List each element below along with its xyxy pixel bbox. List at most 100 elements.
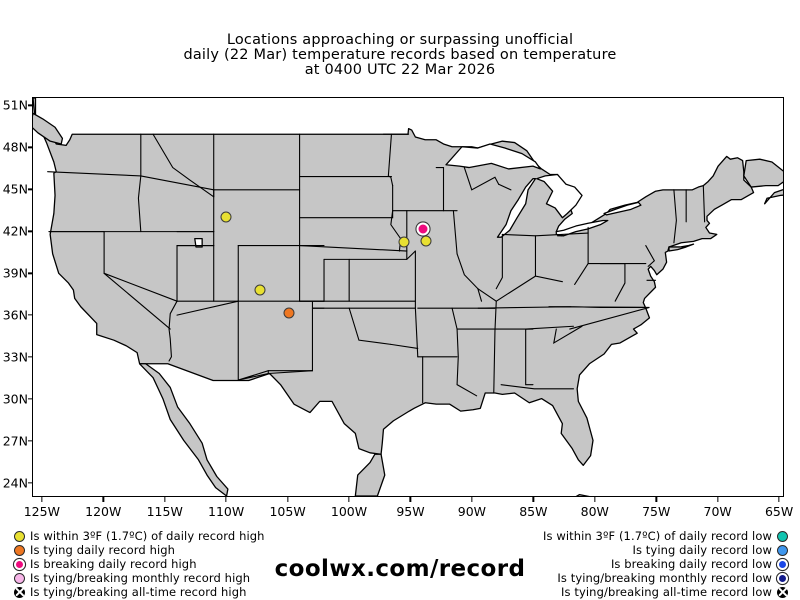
lat-tick [28, 188, 33, 190]
legend-alltime-high-swatch-icon [14, 586, 25, 598]
legend-monthly-high-label: Is tying/breaking monthly record high [30, 571, 251, 585]
legend-monthly-low: Is tying/breaking monthly record low [458, 571, 788, 585]
lat-label-45N: 45N [2, 181, 28, 197]
legend-breaking-daily-low-label: Is breaking daily record low [610, 557, 772, 571]
state-border-62 [501, 232, 589, 237]
landmass-7 [668, 243, 695, 252]
legend-within-3f-high-swatch-icon [14, 530, 25, 542]
lake-2 [536, 173, 583, 219]
landmass-1 [33, 112, 64, 145]
legend-breaking-daily-low: Is breaking daily record low [458, 557, 788, 571]
landmass-3 [354, 453, 386, 496]
watermark: coolwx.com/record [274, 556, 526, 582]
legend-within-3f-low: Is within 3ºF (1.7ºC) of daily record lo… [458, 529, 788, 543]
lat-tick [28, 272, 33, 274]
station-iowa-magenta[interactable] [416, 222, 430, 236]
lake-1 [496, 178, 537, 238]
lon-tick [778, 497, 780, 502]
lake-0 [445, 143, 541, 170]
legend-tying-daily-low-label: Is tying daily record low [632, 543, 772, 557]
lon-label-80W: 80W [580, 504, 609, 519]
lat-tick [28, 398, 33, 400]
state-border-21 [323, 250, 416, 260]
legend-monthly-low-label: Is tying/breaking monthly record low [557, 571, 772, 585]
state-border-46 [477, 275, 563, 302]
lon-tick [286, 497, 289, 502]
state-border-75 [390, 343, 419, 349]
lon-label-105W: 105W [269, 504, 306, 519]
state-border-52 [176, 300, 239, 316]
lat-tick [28, 230, 33, 232]
state-border-43 [500, 384, 575, 390]
title-line-3: at 0400 UTC 22 Mar 2026 [304, 62, 496, 78]
latitude-axis: 51N 48N 45N 42N 39N 36N 33N 30N 27N 24N [0, 97, 33, 497]
legend-within-3f-low-swatch-icon [777, 530, 788, 542]
station-newmexico-orange[interactable] [283, 307, 295, 319]
lon-tick [716, 497, 719, 502]
lat-tick [28, 356, 33, 358]
state-border-29 [495, 233, 503, 290]
state-border-74 [348, 307, 392, 345]
legend-monthly-low-swatch-icon [777, 572, 788, 584]
lat-label-33N: 33N [2, 349, 28, 365]
station-iowa-yellow[interactable] [420, 235, 432, 247]
lon-label-120W: 120W [85, 504, 122, 519]
station-utah-yellow[interactable] [254, 284, 266, 296]
legend-alltime-low: Is tying/breaking all-time record low [458, 585, 788, 599]
legend-breaking-daily-high-swatch-icon [14, 558, 25, 570]
lon-tick [655, 497, 657, 502]
state-border-20 [299, 245, 408, 260]
state-border-5 [152, 133, 215, 198]
lat-label-39N: 39N [2, 265, 28, 281]
state-border-37 [493, 300, 497, 394]
state-border-1 [48, 231, 215, 302]
lat-label-36N: 36N [2, 307, 28, 323]
legend-tying-daily-high: Is tying daily record high [14, 543, 344, 557]
state-border-38 [451, 307, 478, 397]
lon-label-110W: 110W [208, 504, 245, 519]
lon-label-125W: 125W [23, 504, 60, 519]
lake-4 [603, 201, 642, 216]
lake-5 [194, 237, 203, 248]
legend-alltime-high: Is tying/breaking all-time record high [14, 585, 344, 599]
lon-label-65W: 65W [764, 504, 794, 519]
state-border-10 [168, 300, 178, 362]
legend-record-low: Is within 3ºF (1.7ºC) of daily record lo… [458, 529, 788, 599]
legend-tying-daily-low: Is tying daily record low [458, 543, 788, 557]
station-nebraska-yellow[interactable] [398, 236, 410, 248]
lon-tick [532, 497, 534, 502]
state-border-28 [452, 210, 458, 255]
lon-label-115W: 115W [146, 504, 183, 519]
station-wyoming-yellow[interactable] [220, 211, 232, 223]
lat-label-24N: 24N [2, 475, 28, 491]
lat-label-30N: 30N [2, 391, 28, 407]
lon-label-75W: 75W [642, 504, 671, 519]
state-border-33 [673, 189, 677, 244]
lat-tick [28, 146, 33, 148]
state-border-27 [456, 253, 483, 302]
legend-record-high: Is within 3ºF (1.7ºC) of daily record hi… [14, 529, 344, 599]
legend-monthly-high: Is tying/breaking monthly record high [14, 571, 344, 585]
lat-label-27N: 27N [2, 433, 28, 449]
legend-within-3f-low-label: Is within 3ºF (1.7ºC) of daily record lo… [542, 529, 772, 543]
lon-label-85W: 85W [519, 504, 548, 519]
legend-within-3f-high-label: Is within 3ºF (1.7ºC) of daily record hi… [30, 529, 265, 543]
legend-tying-daily-low-swatch-icon [777, 544, 788, 556]
legend-within-3f-high: Is within 3ºF (1.7ºC) of daily record hi… [14, 529, 344, 543]
lon-tick [164, 497, 166, 502]
state-border-7 [299, 133, 314, 372]
state-border-26 [414, 250, 419, 358]
lat-label-51N: 51N [2, 97, 28, 113]
lon-tick [225, 497, 227, 502]
title-line-1: Locations approaching or surpassing unof… [226, 32, 574, 48]
map-canvas[interactable] [32, 97, 784, 497]
title-line-2: daily (22 Mar) temperature records based… [183, 47, 617, 63]
lon-label-90W: 90W [457, 504, 487, 519]
page-title: Locations approaching or surpassing unof… [0, 33, 800, 78]
state-border-35 [702, 185, 706, 223]
state-border-41 [553, 325, 583, 345]
lon-tick [102, 497, 104, 502]
state-border-32 [645, 245, 656, 267]
lat-tick [28, 482, 33, 484]
